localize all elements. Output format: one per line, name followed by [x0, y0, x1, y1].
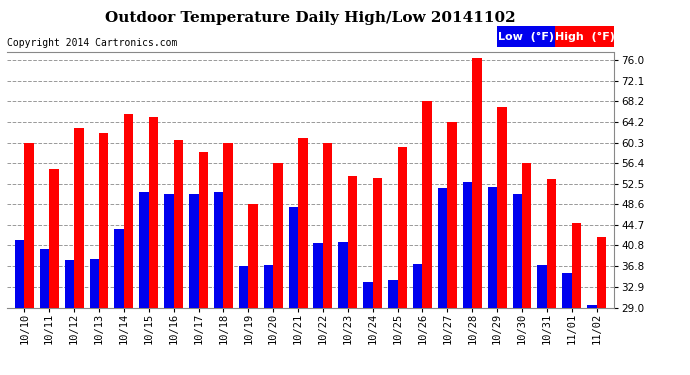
Text: Outdoor Temperature Daily High/Low 20141102: Outdoor Temperature Daily High/Low 20141…	[105, 11, 516, 25]
Bar	[264, 265, 273, 308]
Bar	[189, 195, 199, 308]
Bar	[373, 178, 382, 308]
Bar	[572, 223, 581, 308]
Bar	[472, 58, 482, 308]
Bar	[422, 101, 432, 308]
Bar	[313, 243, 323, 308]
Text: Copyright 2014 Cartronics.com: Copyright 2014 Cartronics.com	[7, 38, 177, 48]
Bar	[224, 143, 233, 308]
Text: High  (°F): High (°F)	[555, 32, 615, 42]
Bar	[99, 134, 108, 308]
Bar	[49, 169, 59, 308]
Bar	[164, 195, 174, 308]
Bar	[463, 182, 472, 308]
Bar	[124, 114, 133, 308]
Bar	[348, 176, 357, 308]
Bar	[139, 192, 149, 308]
Bar	[24, 143, 34, 308]
Bar	[239, 267, 248, 308]
Bar	[562, 273, 572, 308]
Bar	[447, 122, 457, 308]
Bar	[15, 240, 24, 308]
Bar	[438, 188, 447, 308]
Bar	[90, 259, 99, 308]
Bar	[74, 128, 83, 308]
Bar	[273, 164, 283, 308]
Bar	[488, 187, 497, 308]
Bar	[149, 117, 158, 308]
Bar	[288, 207, 298, 308]
Bar	[115, 229, 124, 308]
Bar	[597, 237, 606, 308]
Bar	[363, 282, 373, 308]
Bar	[513, 195, 522, 308]
Bar	[397, 147, 407, 308]
Bar	[522, 164, 531, 308]
Bar	[323, 143, 333, 308]
Bar	[214, 192, 224, 308]
Bar	[538, 266, 547, 308]
Bar	[248, 204, 258, 308]
Text: Low  (°F): Low (°F)	[498, 32, 554, 42]
Bar	[174, 140, 183, 308]
Bar	[497, 107, 506, 308]
Bar	[587, 305, 597, 308]
Bar	[413, 264, 422, 308]
Bar	[298, 138, 308, 308]
Bar	[40, 249, 49, 308]
Bar	[388, 280, 397, 308]
Bar	[547, 178, 556, 308]
Bar	[65, 260, 74, 308]
Bar	[338, 242, 348, 308]
Bar	[199, 152, 208, 308]
